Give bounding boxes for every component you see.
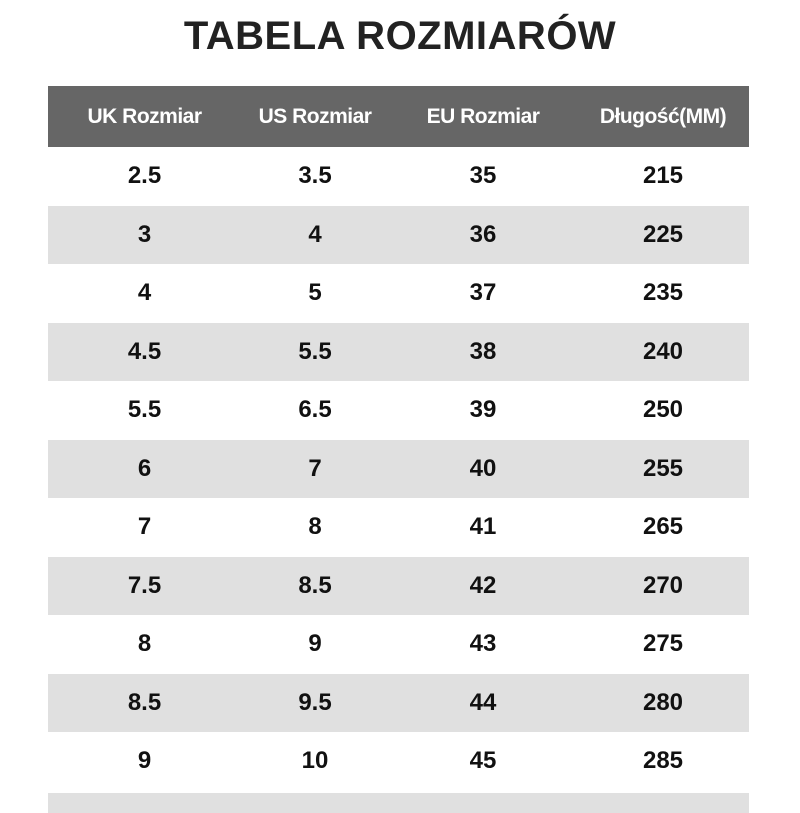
cell-uk: 7.5 xyxy=(127,571,162,599)
cell-eu: 44 xyxy=(469,688,497,716)
table-body: 2.5 3.5 35 215 3 4 36 225 4 5 37 235 4.5 5.5 38 240 5.5 6… xyxy=(48,147,749,791)
cell-uk: 3 xyxy=(137,220,152,248)
table-row: 4 5 37 235 xyxy=(48,264,749,323)
cell-uk: 7 xyxy=(137,513,152,541)
cell-uk: 8 xyxy=(137,630,152,658)
table-row: 8.5 9.5 44 280 xyxy=(48,673,749,732)
header-length: Długość(MM) xyxy=(599,104,727,128)
cell-length: 265 xyxy=(642,513,684,541)
cell-us: 5 xyxy=(308,279,322,307)
table-row: 7.5 8.5 42 270 xyxy=(48,556,749,615)
cell-eu: 40 xyxy=(469,454,497,482)
cell-length: 285 xyxy=(642,747,684,775)
cell-us: 9.5 xyxy=(298,688,332,716)
cell-eu: 41 xyxy=(469,513,497,541)
header-eu: EU Rozmiar xyxy=(426,104,540,128)
cell-eu: 36 xyxy=(469,220,497,248)
cell-eu: 45 xyxy=(469,747,497,775)
table-row: 8 9 43 275 xyxy=(48,615,749,674)
cell-length: 280 xyxy=(642,688,684,716)
cell-uk: 8.5 xyxy=(127,688,162,716)
cell-uk: 2.5 xyxy=(127,162,162,190)
cell-us: 6.5 xyxy=(298,396,332,424)
size-table: UK Rozmiar US Rozmiar EU Rozmiar Długość… xyxy=(48,86,749,813)
cell-us: 7 xyxy=(308,454,322,482)
table-row: 7 8 41 265 xyxy=(48,498,749,557)
cell-length: 255 xyxy=(642,454,684,482)
cell-uk: 9 xyxy=(137,747,152,775)
cell-uk: 5.5 xyxy=(127,396,162,424)
cell-us: 4 xyxy=(308,220,322,248)
cell-length: 240 xyxy=(642,337,684,365)
table-footer-stripe xyxy=(48,792,749,813)
cell-uk: 4 xyxy=(137,279,152,307)
cell-uk: 6 xyxy=(137,454,152,482)
table-row: 3 4 36 225 xyxy=(48,205,749,264)
cell-eu: 43 xyxy=(469,630,497,658)
cell-us: 5.5 xyxy=(298,337,332,365)
cell-length: 275 xyxy=(642,630,684,658)
cell-eu: 37 xyxy=(469,279,497,307)
cell-eu: 38 xyxy=(469,337,497,365)
cell-length: 250 xyxy=(642,396,684,424)
cell-us: 3.5 xyxy=(298,162,332,190)
table-row: 5.5 6.5 39 250 xyxy=(48,381,749,440)
cell-length: 225 xyxy=(642,220,684,248)
cell-us: 8 xyxy=(308,513,322,541)
cell-us: 8.5 xyxy=(298,571,332,599)
table-header: UK Rozmiar US Rozmiar EU Rozmiar Długość… xyxy=(48,86,749,147)
cell-length: 235 xyxy=(642,279,684,307)
header-uk: UK Rozmiar xyxy=(87,104,202,128)
cell-length: 270 xyxy=(642,571,684,599)
header-us: US Rozmiar xyxy=(258,104,372,128)
cell-eu: 42 xyxy=(469,571,497,599)
table-row: 2.5 3.5 35 215 xyxy=(48,147,749,206)
cell-us: 9 xyxy=(308,630,322,658)
page-title: TABELA ROZMIARÓW xyxy=(183,14,617,58)
cell-eu: 35 xyxy=(469,162,497,190)
table-row: 6 7 40 255 xyxy=(48,439,749,498)
cell-uk: 4.5 xyxy=(127,337,162,365)
table-row: 9 10 45 285 xyxy=(48,732,749,791)
cell-length: 215 xyxy=(642,162,684,190)
cell-us: 10 xyxy=(301,747,329,775)
table-row: 4.5 5.5 38 240 xyxy=(48,322,749,381)
cell-eu: 39 xyxy=(469,396,497,424)
